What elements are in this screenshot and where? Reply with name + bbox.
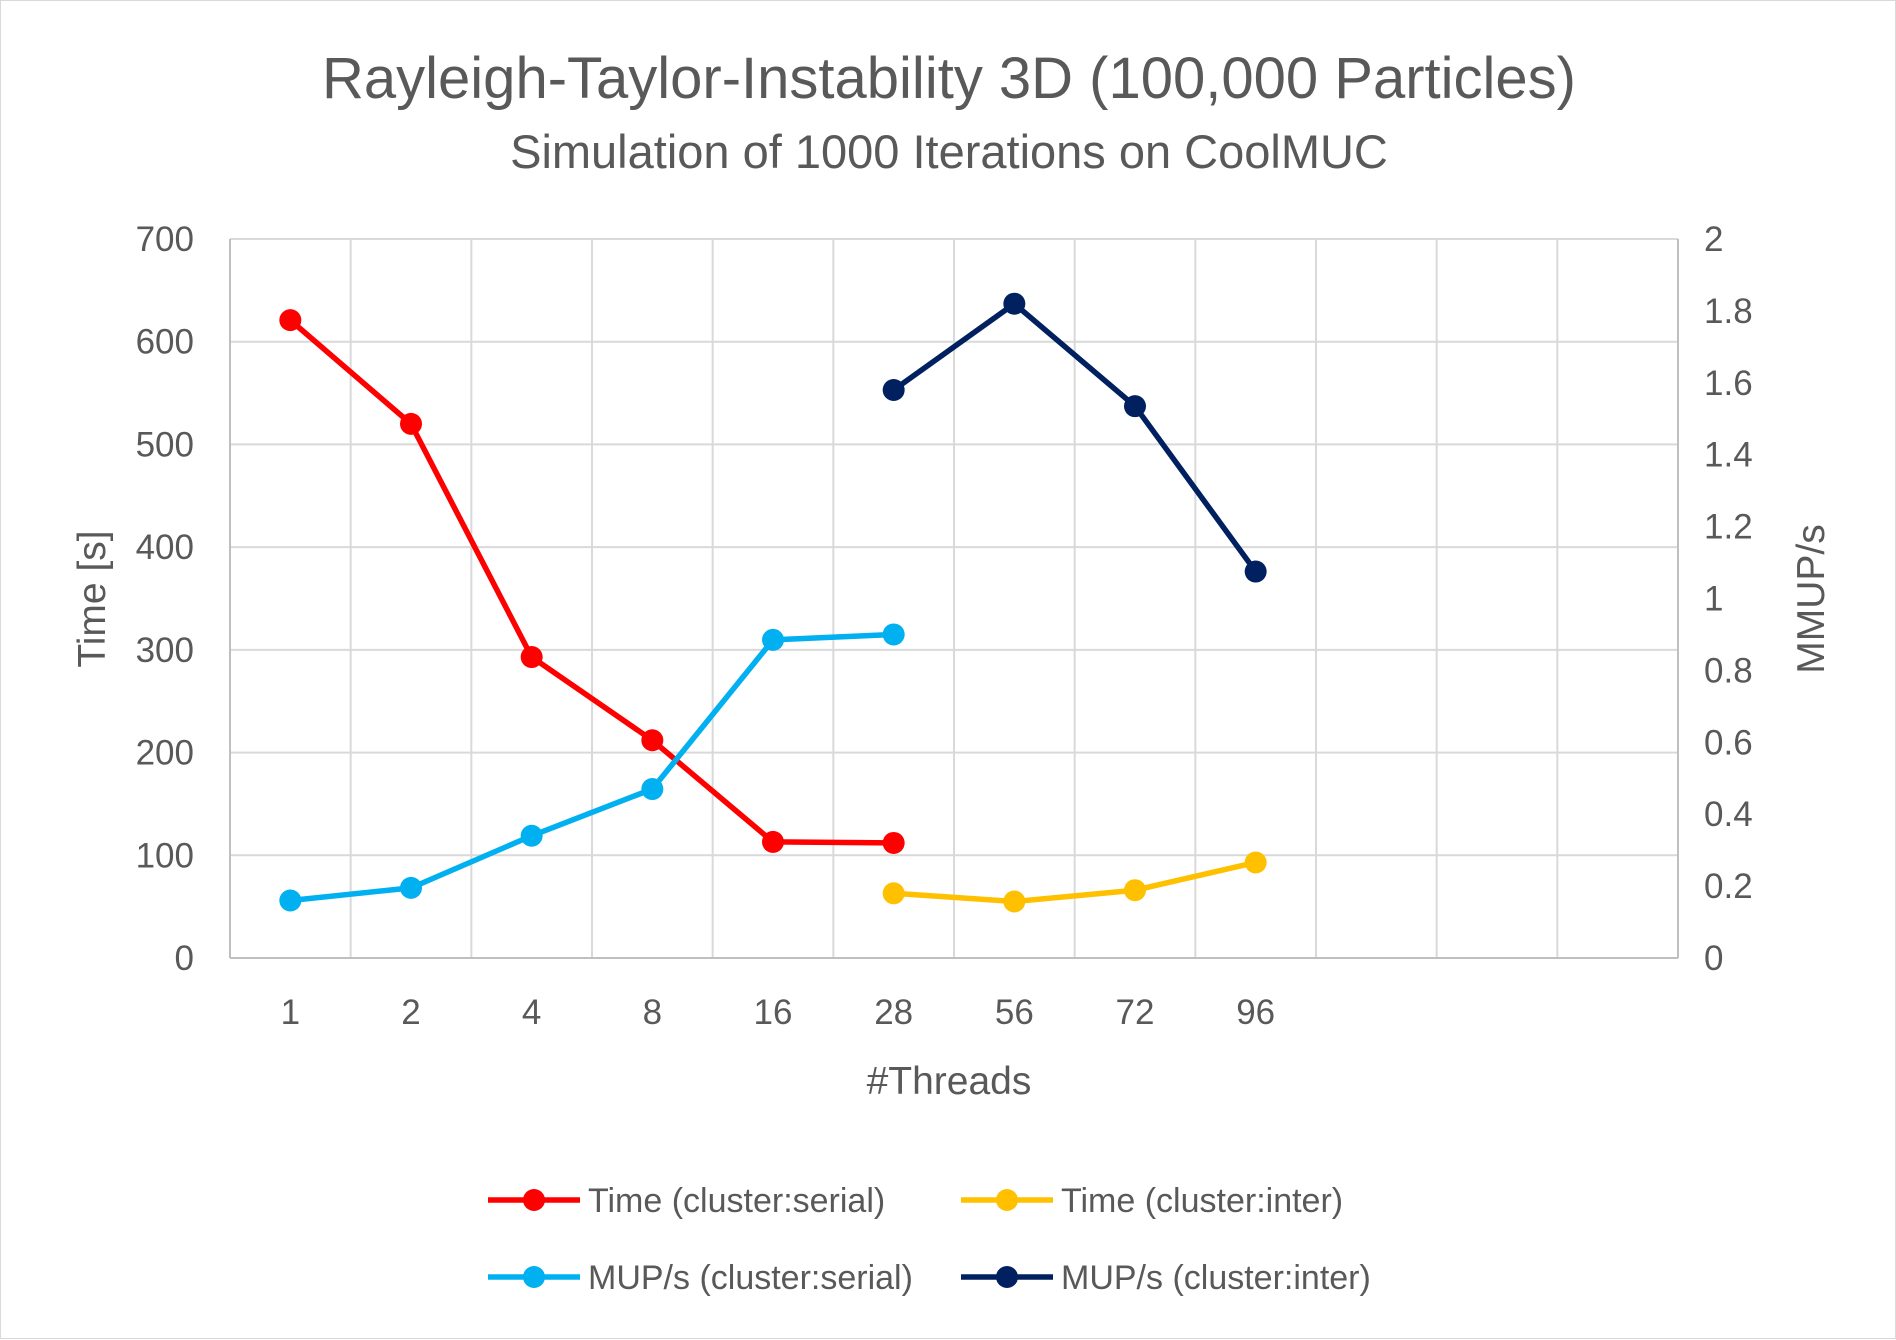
data-point: [882, 831, 905, 854]
x-tick-labels: 1 2 4 8 16 28 56 72 96: [281, 993, 1276, 1032]
x-tick-label: 28: [874, 993, 913, 1032]
right-y-axis-title: MMUP/s: [1790, 524, 1833, 674]
right-y-tick-label: 0.8: [1704, 651, 1753, 690]
data-point: [882, 623, 905, 646]
data-point: [1003, 890, 1026, 913]
right-y-tick-label: 0.6: [1704, 723, 1753, 762]
x-tick-label: 16: [754, 993, 793, 1032]
data-point: [882, 378, 905, 401]
legend-item: MUP/s (cluster:serial): [488, 1259, 913, 1297]
left-y-tick-label: 400: [136, 528, 194, 567]
x-tick-label: 56: [995, 993, 1034, 1032]
axes: [229, 239, 1679, 959]
data-point: [1124, 395, 1146, 418]
data-point: [882, 882, 905, 905]
data-point: [279, 889, 302, 912]
left-y-tick-label: 500: [136, 425, 194, 464]
legend-marker: [996, 1189, 1018, 1211]
data-point: [1124, 879, 1146, 902]
legend-marker: [996, 1266, 1018, 1288]
legend-item: MUP/s (cluster:inter): [961, 1259, 1371, 1297]
x-tick-label: 1: [281, 993, 300, 1032]
legend-label: Time (cluster:inter): [1061, 1182, 1343, 1220]
legend-item: Time (cluster:serial): [488, 1182, 885, 1220]
series-line: [287, 317, 897, 846]
data-point: [762, 830, 784, 853]
series-line: [890, 859, 1259, 905]
data-point: [400, 876, 422, 899]
right-y-tick-label: 1.8: [1704, 292, 1753, 331]
series-2: [882, 851, 1267, 913]
data-point: [641, 729, 664, 752]
data-point: [1244, 851, 1267, 874]
right-y-tick-label: 1.2: [1704, 508, 1753, 547]
series-line: [890, 300, 1259, 575]
legend-label: MUP/s (cluster:inter): [1061, 1259, 1371, 1297]
legend-marker: [523, 1266, 545, 1288]
right-y-tick-labels: 0 0.2 0.4 0.6 0.8 1 1.2 1.4 1.6 1.8 2: [1704, 220, 1753, 978]
left-y-tick-label: 100: [136, 836, 194, 875]
x-tick-label: 96: [1236, 993, 1275, 1032]
series-line: [287, 631, 897, 904]
right-y-tick-label: 0.4: [1704, 795, 1753, 834]
x-axis-title: #Threads: [867, 1060, 1032, 1103]
x-tick-label: 4: [522, 993, 541, 1032]
left-y-tick-label: 0: [175, 939, 194, 978]
grid-lines: [230, 238, 1679, 958]
series-1: [279, 309, 905, 854]
left-y-tick-label: 600: [136, 323, 194, 362]
series-3: [279, 623, 905, 912]
data-point: [520, 824, 543, 847]
x-tick-label: 8: [643, 993, 662, 1032]
data-point: [400, 412, 422, 435]
chart-title: Rayleigh-Taylor-Instability 3D (100,000 …: [322, 46, 1576, 111]
right-y-tick-label: 1: [1704, 580, 1723, 619]
legend-label: MUP/s (cluster:serial): [588, 1259, 913, 1297]
left-y-tick-label: 200: [136, 734, 194, 773]
right-y-tick-label: 0: [1704, 939, 1723, 978]
series-4: [882, 292, 1267, 583]
chart-subtitle: Simulation of 1000 Iterations on CoolMUC: [510, 125, 1388, 178]
legend-label: Time (cluster:serial): [588, 1182, 885, 1220]
legend: Time (cluster:serial) Time (cluster:inter…: [488, 1182, 1371, 1297]
right-y-tick-label: 1.6: [1704, 364, 1753, 403]
left-y-tick-label: 300: [136, 631, 194, 670]
left-y-tick-labels: 0 100 200 300 400 500 600 700: [136, 220, 194, 978]
legend-marker: [523, 1189, 545, 1211]
right-y-tick-label: 1.4: [1704, 436, 1753, 475]
left-y-tick-label: 700: [136, 220, 194, 259]
data-point: [1003, 292, 1026, 315]
data-point: [520, 646, 543, 669]
data-point: [1244, 560, 1267, 583]
left-y-axis-title: Time [s]: [71, 530, 114, 667]
x-tick-label: 72: [1116, 993, 1155, 1032]
series-plot-area: [279, 292, 1267, 913]
legend-item: Time (cluster:inter): [961, 1182, 1343, 1220]
data-point: [279, 309, 302, 332]
right-y-tick-label: 2: [1704, 220, 1723, 259]
data-point: [641, 778, 664, 801]
x-tick-label: 2: [401, 993, 420, 1032]
data-point: [762, 628, 784, 651]
right-y-tick-label: 0.2: [1704, 867, 1753, 906]
